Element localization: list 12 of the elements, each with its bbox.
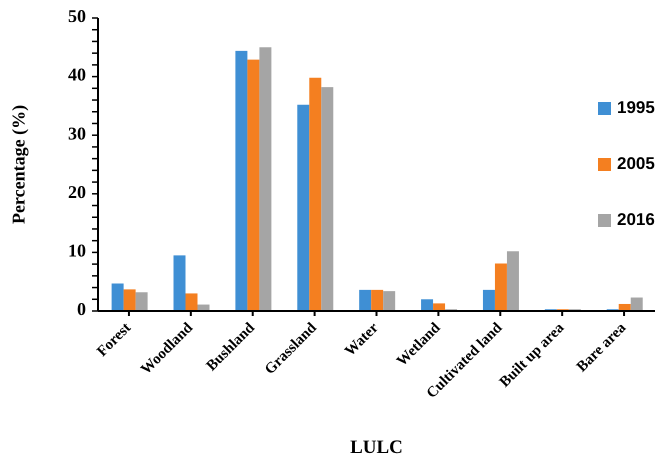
y-tick-label: 30	[68, 123, 86, 144]
x-axis-title: LULC	[350, 437, 403, 458]
y-tick-label: 20	[68, 182, 86, 202]
legend-label: 2016	[617, 210, 655, 230]
y-tick-label: 0	[77, 299, 86, 320]
x-tick-label: Bare area	[574, 320, 630, 376]
y-tick-label: 50	[68, 6, 86, 26]
y-tick-label: 40	[68, 64, 86, 85]
y-tick-label: 10	[68, 240, 86, 261]
legend-label: 1995	[617, 98, 655, 118]
legend-label: 2005	[617, 154, 655, 174]
y-axis-title: Percentage (%)	[8, 104, 28, 224]
